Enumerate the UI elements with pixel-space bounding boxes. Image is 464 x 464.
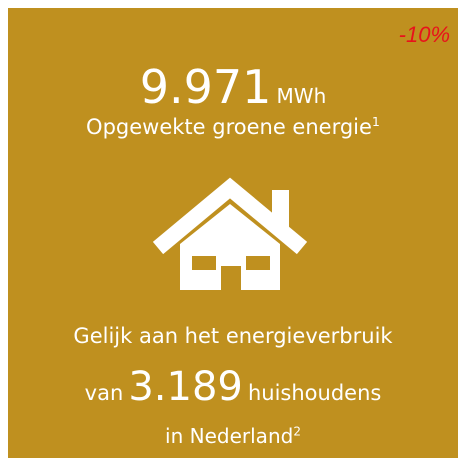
equivalent-line1: Gelijk aan het energieverbruik [73,324,393,348]
change-badge: -10% [398,22,450,47]
stat-value: 9.971 [139,60,272,114]
equivalent-unit: huishoudens [247,381,382,405]
equivalent-line2: van 3.189 huishoudens [8,364,458,410]
stat-unit: MWh [276,84,327,108]
info-card: -10% 9.971 MWh Opgewekte groene energie1… [8,8,458,458]
footnote-ref: 2 [293,424,301,439]
stat-line: 9.971 MWh [8,60,458,114]
stat-label-line: Opgewekte groene energie1 [8,114,458,139]
stat-label: Opgewekte groene energie [86,115,372,139]
house-icon [152,177,308,290]
equivalent-value: 3.189 [128,364,243,410]
equivalent-line3: in Nederland2 [8,424,458,448]
equivalent-location: in Nederland [165,424,294,448]
equivalent-prefix: van [84,381,124,405]
footnote-ref: 1 [371,114,380,129]
